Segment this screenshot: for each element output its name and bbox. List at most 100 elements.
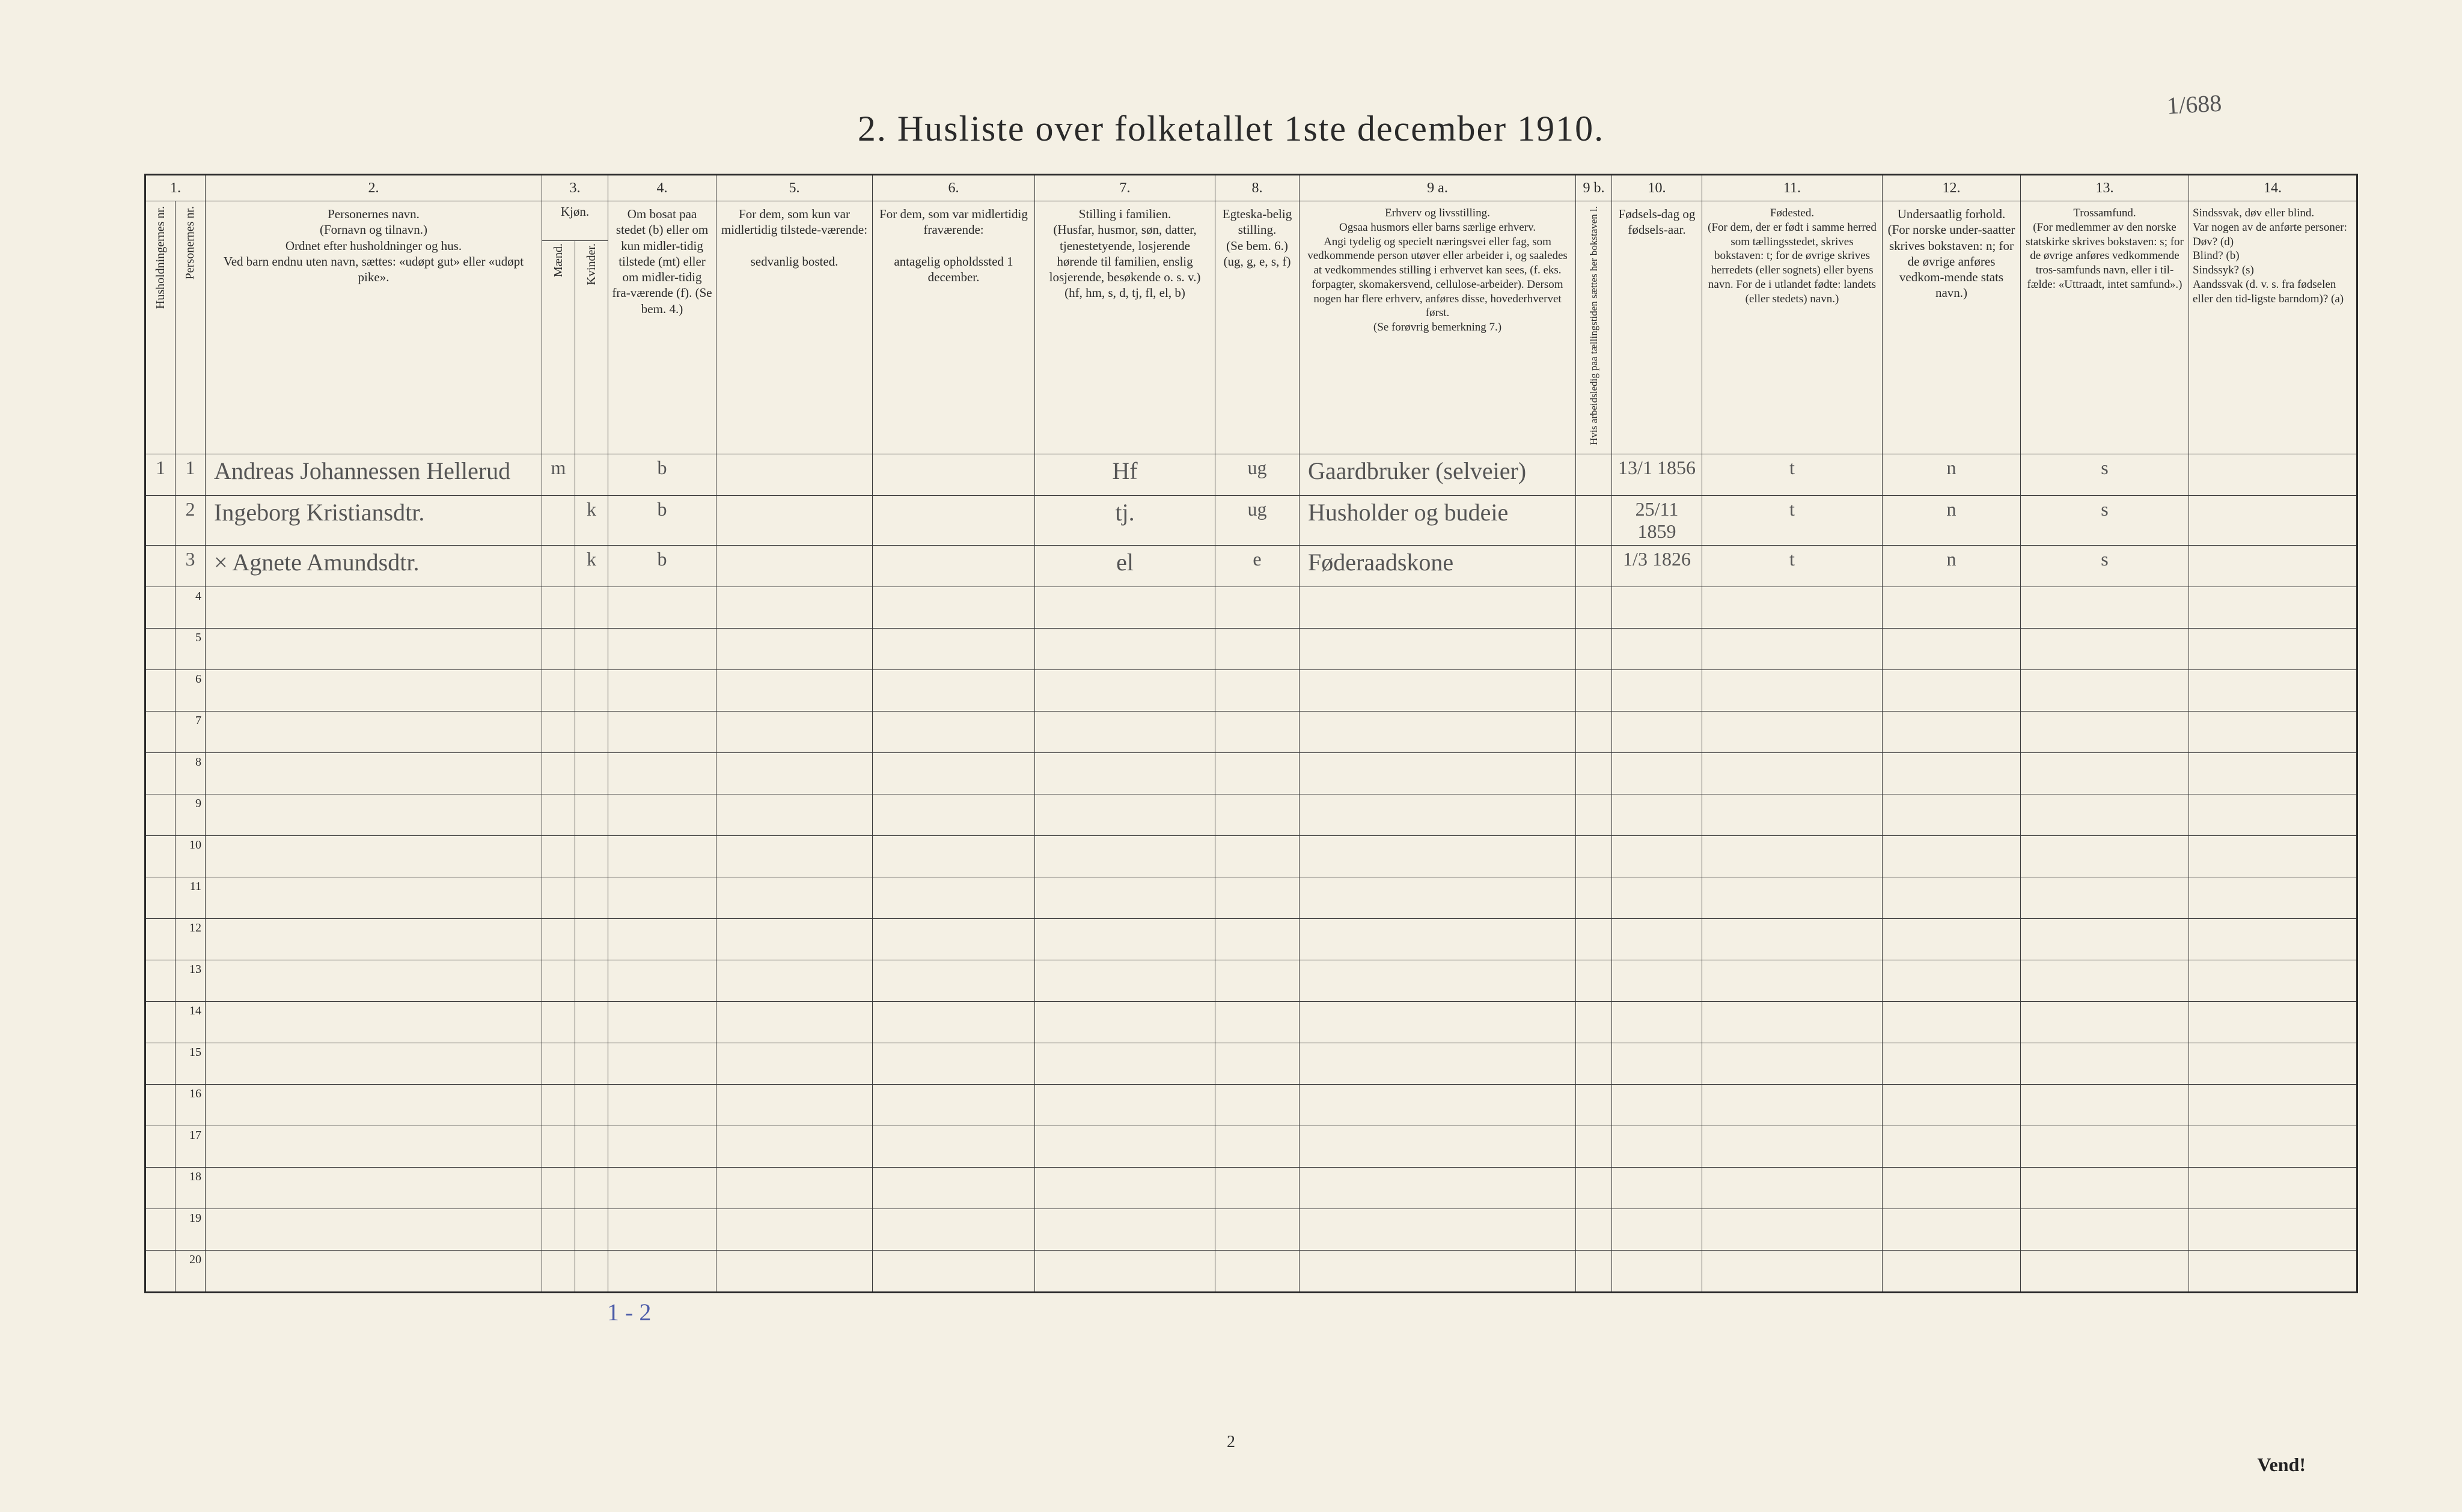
cell-blank (1702, 1209, 1883, 1250)
cell-blank (1576, 1209, 1612, 1250)
cell-blank (2021, 628, 2189, 669)
cell-hnr (145, 495, 176, 545)
colnum-3: 3. (542, 175, 608, 201)
cell-hnr (145, 877, 176, 918)
cell-c6 (873, 495, 1035, 545)
census-table: 1. 2. 3. 4. 5. 6. 7. 8. 9 a. 9 b. 10. 11… (144, 174, 2358, 1293)
cell-blank (2189, 960, 2357, 1001)
cell-blank (542, 711, 575, 752)
header-egte: Egteska-belig stilling. (Se bem. 6.) (ug… (1215, 201, 1300, 454)
cell-blank (2189, 1043, 2357, 1084)
cell-blank (542, 587, 575, 628)
cell-blank (1883, 1001, 2021, 1043)
cell-blank (1702, 960, 1883, 1001)
cell-name: Andreas Johannessen Hellerud (206, 454, 542, 495)
cell-blank (542, 1001, 575, 1043)
cell-blank (1702, 1084, 1883, 1126)
cell-blank (1883, 960, 2021, 1001)
cell-blank (1215, 918, 1300, 960)
cell-blank (1215, 1126, 1300, 1167)
cell-blank (206, 752, 542, 794)
header-arbeidsledig: Hvis arbeidsledig paa tællingstiden sætt… (1587, 206, 1600, 445)
cell-blank (1612, 835, 1702, 877)
cell-blank (1300, 1167, 1576, 1209)
cell-hnr (145, 545, 176, 587)
cell-blank (1702, 1043, 1883, 1084)
cell-dob: 25/11 1859 (1612, 495, 1702, 545)
header-fodested: Fødested. (For dem, der er født i samme … (1702, 201, 1883, 454)
cell-blank (1883, 1167, 2021, 1209)
cell-blank (608, 1043, 716, 1084)
cell-blank (1576, 711, 1612, 752)
corner-number: 1/688 (2166, 89, 2222, 120)
cell-pnr: 6 (176, 669, 206, 711)
cell-blank (1702, 628, 1883, 669)
cell-blank (542, 918, 575, 960)
cell-blank (2189, 1250, 2357, 1292)
cell-pnr: 9 (176, 794, 206, 835)
cell-hnr (145, 918, 176, 960)
cell-blank (2021, 794, 2189, 835)
colnum-10: 10. (1612, 175, 1702, 201)
cell-blank (716, 1001, 873, 1043)
cell-blank (1702, 1126, 1883, 1167)
cell-pnr: 20 (176, 1250, 206, 1292)
cell-c6 (873, 545, 1035, 587)
cell-blank (206, 1209, 542, 1250)
cell-blank (542, 1167, 575, 1209)
cell-blank (1702, 877, 1883, 918)
cell-blank (873, 877, 1035, 918)
cell-blank (1576, 1126, 1612, 1167)
cell-blank (1612, 669, 1702, 711)
cell-blank (873, 794, 1035, 835)
cell-blank (1702, 669, 1883, 711)
cell-blank (206, 918, 542, 960)
cell-pnr: 7 (176, 711, 206, 752)
cell-blank (608, 669, 716, 711)
cell-blank (1215, 1084, 1300, 1126)
cell-blank (873, 835, 1035, 877)
cell-blank (2021, 752, 2189, 794)
cell-name: × Agnete Amundsdtr. (206, 545, 542, 587)
cell-blank (1612, 960, 1702, 1001)
cell-blank (1035, 835, 1215, 877)
cell-blank (575, 1084, 608, 1126)
cell-blank (2021, 587, 2189, 628)
cell-hnr (145, 1043, 176, 1084)
cell-blank (2021, 960, 2189, 1001)
cell-pnr: 1 (176, 454, 206, 495)
cell-blank (542, 628, 575, 669)
table-row: 2Ingeborg Kristiansdtr.kbtj.ugHusholder … (145, 495, 2357, 545)
cell-hnr (145, 587, 176, 628)
colnum-6: 6. (873, 175, 1035, 201)
cell-blank (716, 1167, 873, 1209)
cell-blank (1035, 1167, 1215, 1209)
cell-blank (873, 752, 1035, 794)
cell-blank (1612, 628, 1702, 669)
cell-blank (542, 877, 575, 918)
cell-blank (716, 1250, 873, 1292)
cell-blank (575, 877, 608, 918)
cell-blank (206, 835, 542, 877)
cell-fsted: t (1702, 545, 1883, 587)
cell-blank (873, 1126, 1035, 1167)
cell-hnr (145, 1209, 176, 1250)
cell-blank (1300, 918, 1576, 960)
cell-blank (1300, 794, 1576, 835)
cell-blank (1612, 877, 1702, 918)
cell-blank (1300, 669, 1576, 711)
cell-blank (1883, 752, 2021, 794)
cell-blank (542, 1126, 575, 1167)
cell-blank (716, 835, 873, 877)
table-row: 19 (145, 1209, 2357, 1250)
cell-under: n (1883, 495, 2021, 545)
colnum-13: 13. (2021, 175, 2189, 201)
cell-blank (608, 1084, 716, 1126)
cell-tros: s (2021, 454, 2189, 495)
cell-blank (575, 669, 608, 711)
colnum-2: 2. (206, 175, 542, 201)
cell-c6 (873, 454, 1035, 495)
colnum-4: 4. (608, 175, 716, 201)
cell-blank (2021, 1209, 2189, 1250)
cell-erhverv: Husholder og budeie (1300, 495, 1576, 545)
